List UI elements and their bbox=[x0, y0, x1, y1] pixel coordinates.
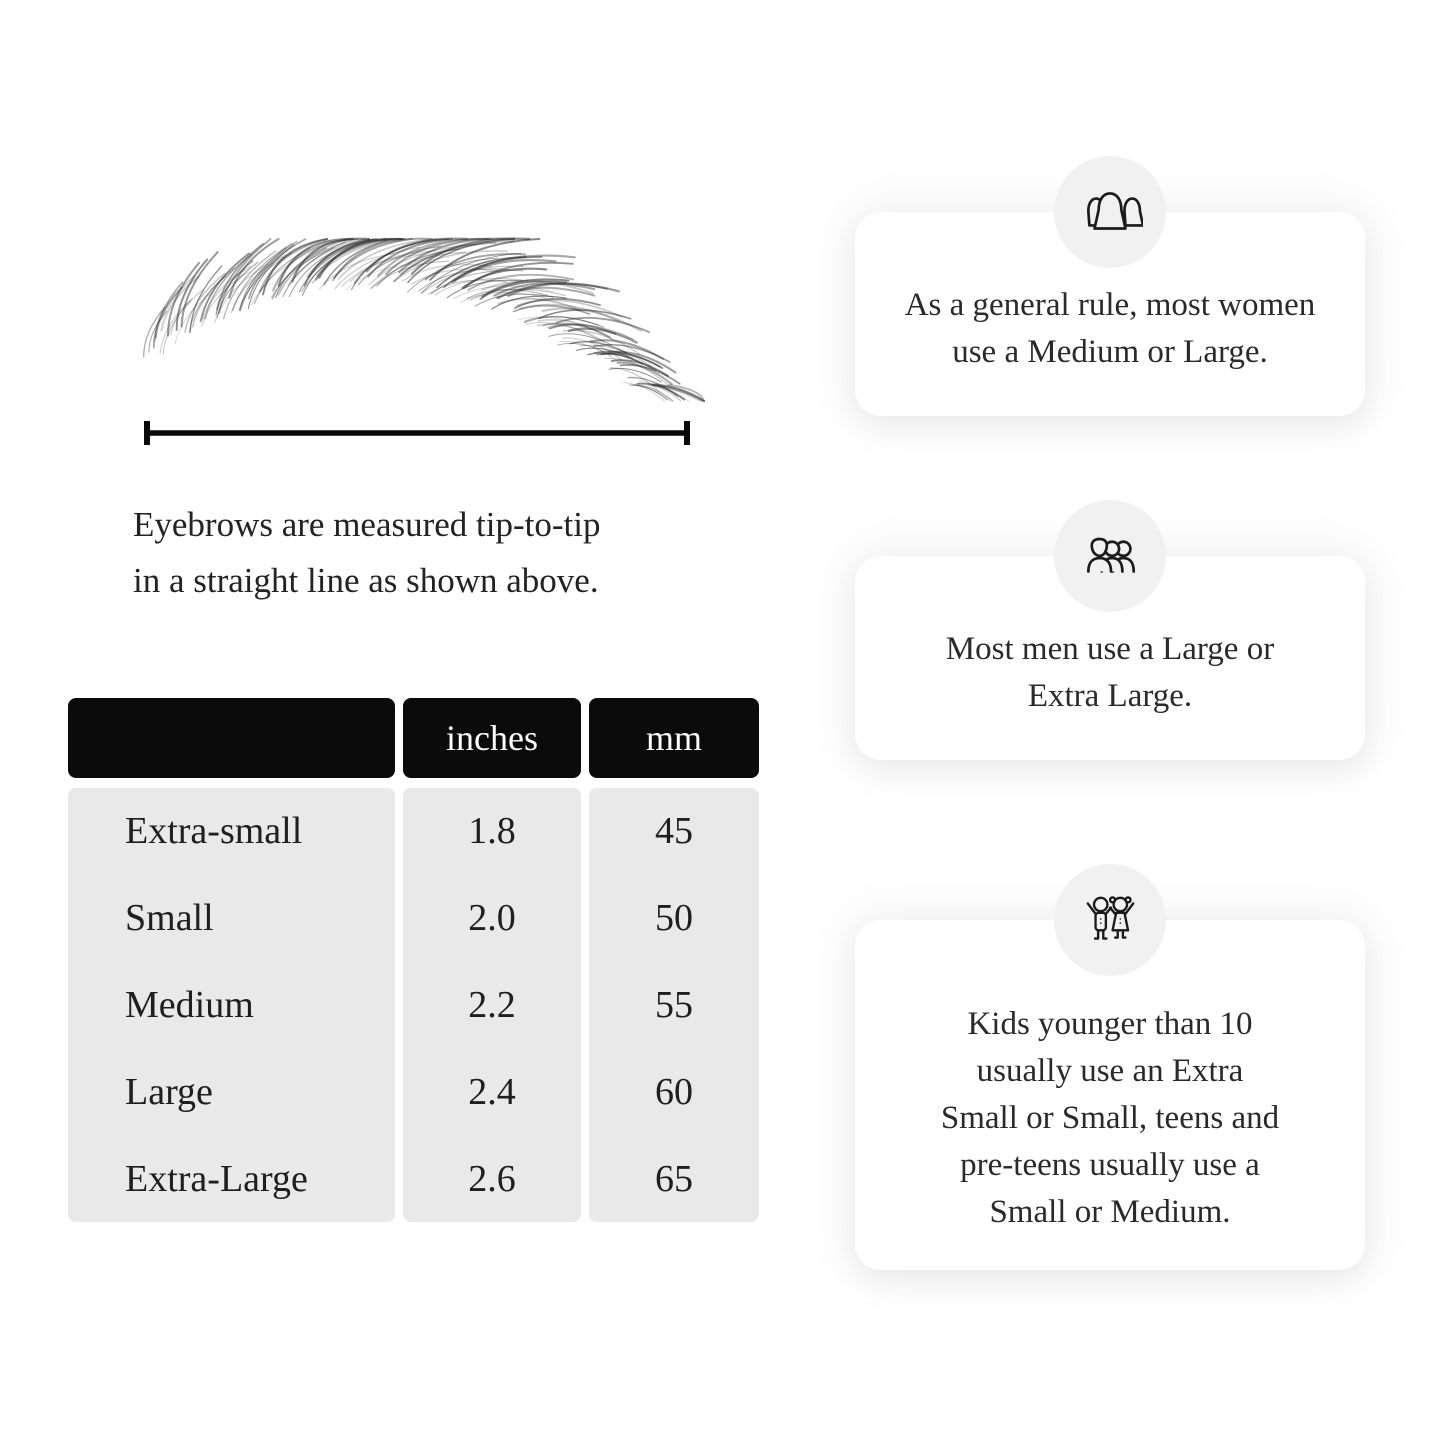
table-cell-mm: 50 bbox=[655, 897, 693, 940]
table-header-inches: inches bbox=[403, 698, 581, 778]
card-text-line: As a general rule, most women bbox=[904, 287, 1316, 323]
eyebrow-hairs-drawing bbox=[143, 237, 706, 403]
table-row-label: Extra-small bbox=[125, 810, 303, 853]
table-column-inches: 1.8 2.0 2.2 2.4 2.6 bbox=[403, 788, 581, 1222]
men-group-icon bbox=[1087, 537, 1136, 573]
table-row-label: Medium bbox=[125, 983, 254, 1026]
table-header-blank bbox=[68, 698, 395, 778]
table-column-sizes: Extra-small Small Medium Large Extra-Lar… bbox=[68, 788, 395, 1222]
icon-circle-women bbox=[1054, 156, 1166, 268]
card-text-women: As a general rule, most women use a Medi… bbox=[905, 252, 1316, 376]
info-card-kids: Kids younger than 10 usually use an Extr… bbox=[855, 920, 1365, 1270]
table-cell-inches: 2.0 bbox=[468, 897, 516, 940]
card-text-line: Small or Medium. bbox=[989, 1193, 1231, 1230]
kids-icon bbox=[1086, 896, 1135, 940]
table-header-mm: mm bbox=[589, 698, 759, 778]
card-text-line: Small or Small, teens and bbox=[940, 1099, 1280, 1136]
measurement-caption: Eyebrows are measured tip-to-tip in a st… bbox=[133, 497, 718, 609]
table-column-mm: 45 50 55 60 65 bbox=[589, 788, 759, 1222]
table-cell-mm: 55 bbox=[655, 983, 693, 1026]
card-text-kids: Kids younger than 10 usually use an Extr… bbox=[941, 955, 1279, 1236]
table-row-label: Small bbox=[125, 897, 214, 940]
icon-circle-kids bbox=[1054, 864, 1166, 976]
table-cell-inches: 2.6 bbox=[468, 1157, 516, 1200]
card-text-line: use a Medium or Large. bbox=[952, 334, 1268, 370]
eyebrow-illustration bbox=[130, 233, 710, 411]
card-text-line: usually use an Extra bbox=[976, 1052, 1244, 1089]
card-text-men: Most men use a Large or Extra Large. bbox=[946, 596, 1274, 720]
icon-circle-men bbox=[1054, 500, 1166, 612]
table-row-label: Large bbox=[125, 1070, 213, 1113]
women-group-icon bbox=[1087, 192, 1143, 230]
size-table: inches mm Extra-small Small Medium Large… bbox=[68, 698, 759, 1222]
card-text-line: Kids younger than 10 bbox=[967, 1005, 1253, 1042]
card-text-line: Most men use a Large or bbox=[945, 631, 1275, 667]
table-cell-mm: 60 bbox=[655, 1070, 693, 1113]
caption-line: in a straight line as shown above. bbox=[133, 561, 599, 600]
table-row-label: Extra-Large bbox=[125, 1157, 308, 1200]
table-cell-mm: 65 bbox=[655, 1157, 693, 1200]
caption-line: Eyebrows are measured tip-to-tip bbox=[133, 505, 601, 544]
table-cell-inches: 2.2 bbox=[468, 983, 516, 1026]
card-text-line: pre-teens usually use a bbox=[960, 1146, 1260, 1183]
measurement-line bbox=[144, 421, 690, 445]
table-cell-inches: 1.8 bbox=[468, 810, 516, 853]
table-cell-mm: 45 bbox=[655, 810, 693, 853]
table-cell-inches: 2.4 bbox=[468, 1070, 516, 1113]
card-text-line: Extra Large. bbox=[1027, 678, 1193, 714]
